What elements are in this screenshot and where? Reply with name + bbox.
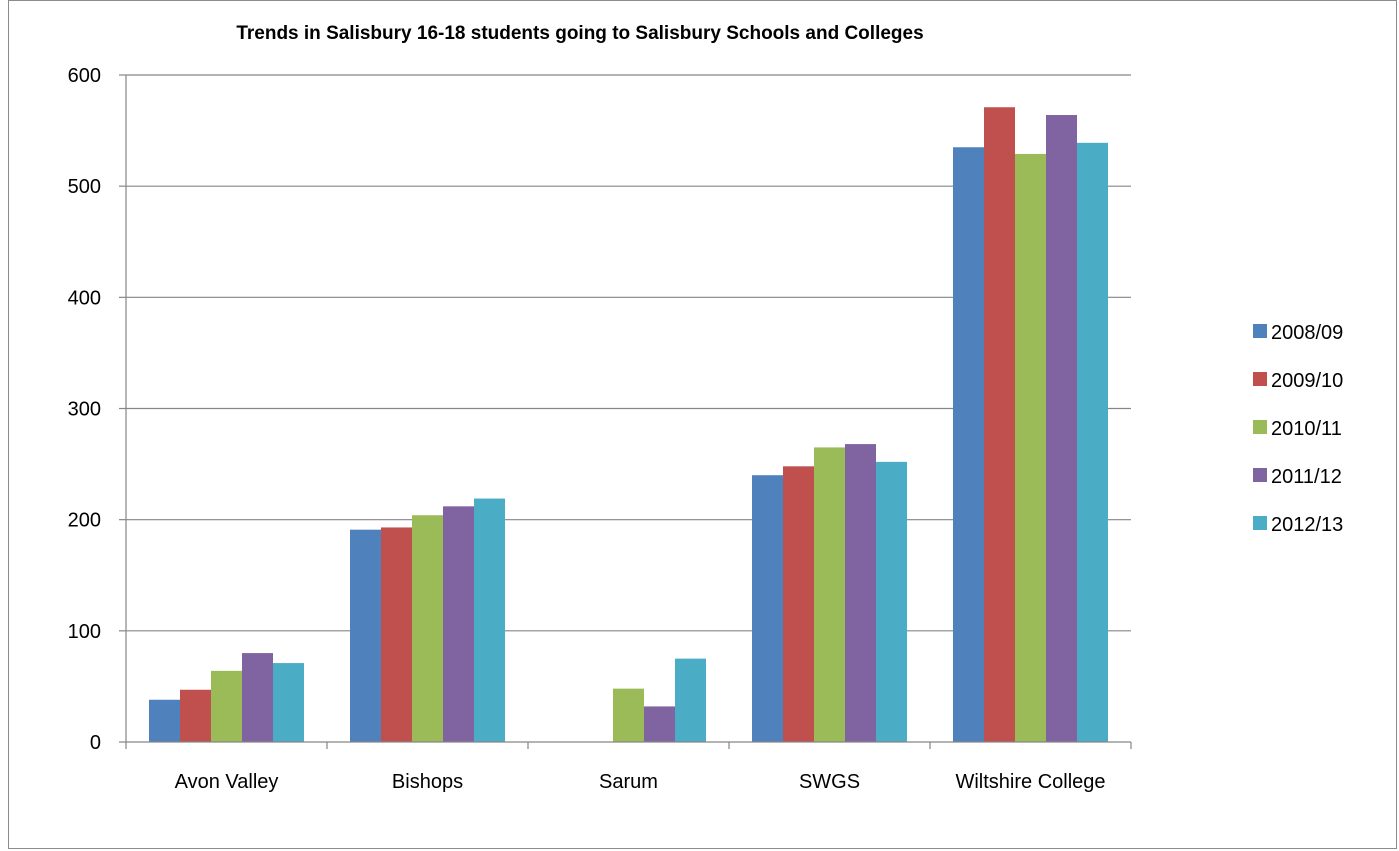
bars bbox=[149, 107, 1108, 743]
bar bbox=[984, 107, 1015, 742]
x-tick-labels: Avon Valley Bishops Sarum SWGS Wiltshire Col… bbox=[175, 771, 1106, 793]
legend-label: 2011/12 bbox=[1271, 466, 1342, 488]
x-tick-label: SWGS bbox=[799, 771, 860, 793]
bar bbox=[443, 506, 474, 742]
y-tick-label: 400 bbox=[68, 287, 101, 309]
x-tick-label: Sarum bbox=[599, 771, 658, 793]
legend: 2008/09 2009/10 2010/11 2011/12 2012/13 bbox=[1253, 322, 1343, 536]
y-tick-label: 300 bbox=[68, 399, 101, 421]
x-tick-label: Bishops bbox=[392, 771, 463, 793]
legend-swatch bbox=[1253, 372, 1267, 386]
bar bbox=[180, 689, 211, 742]
bar bbox=[675, 658, 706, 742]
axes bbox=[119, 74, 1132, 749]
bar bbox=[752, 475, 783, 742]
legend-label: 2010/11 bbox=[1271, 418, 1342, 440]
bar bbox=[783, 466, 814, 742]
x-tick-label: Avon Valley bbox=[175, 771, 279, 793]
legend-swatch bbox=[1253, 516, 1267, 530]
legend-swatch bbox=[1253, 420, 1267, 434]
bar bbox=[1046, 115, 1077, 742]
y-tick-labels: 0 100 200 300 400 500 600 bbox=[68, 65, 101, 754]
bar bbox=[273, 663, 304, 742]
y-tick-label: 0 bbox=[90, 732, 101, 754]
bar bbox=[814, 447, 845, 742]
legend-label: 2009/10 bbox=[1271, 370, 1343, 392]
x-tick-label: Wiltshire College bbox=[955, 771, 1105, 793]
legend-swatch bbox=[1253, 468, 1267, 482]
chart-title: Trends in Salisbury 16-18 students going… bbox=[236, 23, 923, 44]
bar bbox=[381, 527, 412, 742]
bar bbox=[953, 147, 984, 743]
legend-label: 2008/09 bbox=[1271, 322, 1343, 344]
bar bbox=[412, 515, 443, 742]
y-tick-label: 500 bbox=[68, 176, 101, 198]
y-tick-label: 200 bbox=[68, 510, 101, 532]
bar bbox=[350, 529, 381, 742]
bar bbox=[644, 706, 675, 742]
y-tick-label: 600 bbox=[68, 65, 101, 87]
y-tick-label: 100 bbox=[68, 621, 101, 643]
legend-label: 2012/13 bbox=[1271, 514, 1343, 536]
bar bbox=[1077, 142, 1108, 743]
bar bbox=[876, 461, 907, 742]
bar bbox=[845, 444, 876, 742]
bar bbox=[149, 699, 180, 742]
bar bbox=[211, 670, 242, 742]
bar bbox=[613, 688, 644, 742]
bar bbox=[242, 653, 273, 742]
legend-swatch bbox=[1253, 324, 1267, 338]
bar bbox=[1015, 153, 1046, 742]
bar bbox=[474, 498, 505, 742]
